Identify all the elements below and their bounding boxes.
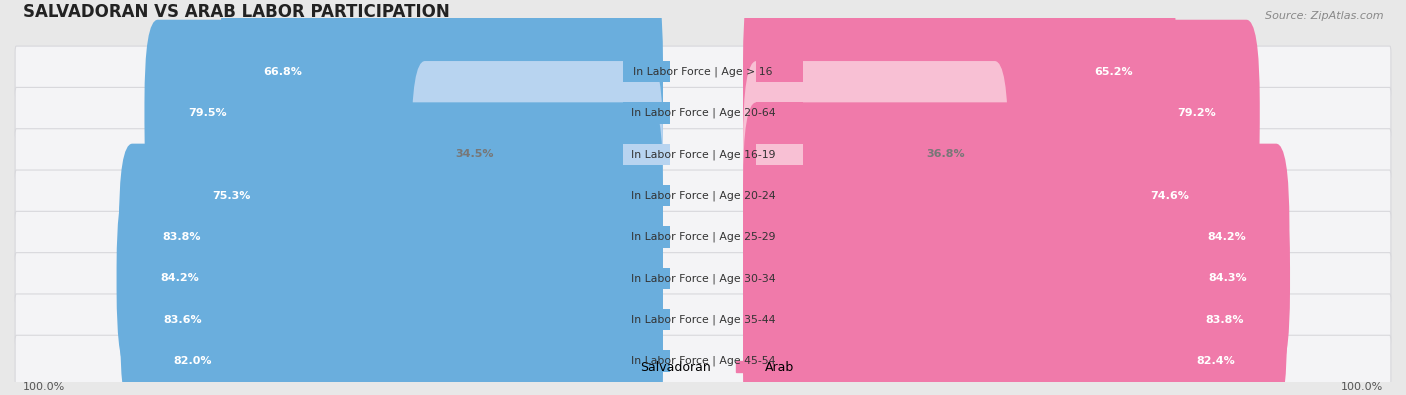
FancyBboxPatch shape bbox=[117, 185, 664, 372]
FancyBboxPatch shape bbox=[15, 129, 1391, 180]
Text: 83.8%: 83.8% bbox=[1205, 314, 1244, 325]
FancyBboxPatch shape bbox=[623, 185, 669, 206]
FancyBboxPatch shape bbox=[756, 102, 803, 124]
Text: 82.4%: 82.4% bbox=[1197, 356, 1236, 366]
FancyBboxPatch shape bbox=[120, 144, 664, 330]
FancyBboxPatch shape bbox=[756, 144, 803, 165]
FancyBboxPatch shape bbox=[756, 185, 803, 206]
FancyBboxPatch shape bbox=[742, 267, 1278, 395]
FancyBboxPatch shape bbox=[15, 294, 1391, 345]
Text: 74.6%: 74.6% bbox=[1150, 191, 1189, 201]
Text: In Labor Force | Age > 16: In Labor Force | Age > 16 bbox=[633, 66, 773, 77]
FancyBboxPatch shape bbox=[15, 211, 1391, 263]
FancyBboxPatch shape bbox=[15, 335, 1391, 386]
FancyBboxPatch shape bbox=[15, 253, 1391, 304]
FancyBboxPatch shape bbox=[623, 102, 669, 124]
Text: 66.8%: 66.8% bbox=[263, 67, 302, 77]
Text: 34.5%: 34.5% bbox=[456, 149, 494, 159]
FancyBboxPatch shape bbox=[742, 61, 1008, 248]
Text: 84.2%: 84.2% bbox=[1208, 232, 1246, 242]
Text: In Labor Force | Age 16-19: In Labor Force | Age 16-19 bbox=[631, 149, 775, 160]
FancyBboxPatch shape bbox=[623, 267, 669, 289]
Text: 79.2%: 79.2% bbox=[1178, 108, 1216, 118]
FancyBboxPatch shape bbox=[623, 350, 669, 372]
FancyBboxPatch shape bbox=[742, 20, 1260, 206]
Text: In Labor Force | Age 30-34: In Labor Force | Age 30-34 bbox=[631, 273, 775, 284]
Text: 84.2%: 84.2% bbox=[160, 273, 198, 283]
Text: In Labor Force | Age 25-29: In Labor Force | Age 25-29 bbox=[631, 232, 775, 242]
FancyBboxPatch shape bbox=[120, 226, 664, 395]
FancyBboxPatch shape bbox=[742, 226, 1286, 395]
Text: 82.0%: 82.0% bbox=[173, 356, 211, 366]
FancyBboxPatch shape bbox=[145, 20, 664, 206]
Text: 83.6%: 83.6% bbox=[163, 314, 202, 325]
Text: Source: ZipAtlas.com: Source: ZipAtlas.com bbox=[1264, 11, 1384, 21]
FancyBboxPatch shape bbox=[756, 309, 803, 330]
FancyBboxPatch shape bbox=[742, 144, 1289, 330]
FancyBboxPatch shape bbox=[742, 0, 1177, 165]
FancyBboxPatch shape bbox=[15, 170, 1391, 221]
Text: 36.8%: 36.8% bbox=[927, 149, 965, 159]
Text: In Labor Force | Age 45-54: In Labor Force | Age 45-54 bbox=[631, 356, 775, 366]
FancyBboxPatch shape bbox=[169, 102, 664, 289]
Text: 75.3%: 75.3% bbox=[212, 191, 252, 201]
FancyBboxPatch shape bbox=[742, 185, 1291, 372]
FancyBboxPatch shape bbox=[756, 61, 803, 83]
Text: In Labor Force | Age 20-64: In Labor Force | Age 20-64 bbox=[631, 108, 775, 118]
Legend: Salvadoran, Arab: Salvadoran, Arab bbox=[607, 356, 799, 379]
Text: 100.0%: 100.0% bbox=[22, 382, 65, 392]
FancyBboxPatch shape bbox=[756, 350, 803, 372]
Text: In Labor Force | Age 35-44: In Labor Force | Age 35-44 bbox=[631, 314, 775, 325]
Text: SALVADORAN VS ARAB LABOR PARTICIPATION: SALVADORAN VS ARAB LABOR PARTICIPATION bbox=[22, 3, 450, 21]
Text: 100.0%: 100.0% bbox=[1341, 382, 1384, 392]
FancyBboxPatch shape bbox=[15, 87, 1391, 139]
FancyBboxPatch shape bbox=[15, 46, 1391, 97]
FancyBboxPatch shape bbox=[623, 226, 669, 248]
FancyBboxPatch shape bbox=[219, 0, 664, 165]
Text: 83.8%: 83.8% bbox=[162, 232, 201, 242]
FancyBboxPatch shape bbox=[412, 61, 664, 248]
Text: In Labor Force | Age 20-24: In Labor Force | Age 20-24 bbox=[631, 190, 775, 201]
FancyBboxPatch shape bbox=[756, 267, 803, 289]
FancyBboxPatch shape bbox=[623, 309, 669, 330]
FancyBboxPatch shape bbox=[623, 61, 669, 83]
Text: 65.2%: 65.2% bbox=[1095, 67, 1133, 77]
FancyBboxPatch shape bbox=[623, 144, 669, 165]
Text: 84.3%: 84.3% bbox=[1208, 273, 1247, 283]
FancyBboxPatch shape bbox=[742, 102, 1233, 289]
FancyBboxPatch shape bbox=[129, 267, 664, 395]
Text: 79.5%: 79.5% bbox=[188, 108, 226, 118]
FancyBboxPatch shape bbox=[756, 226, 803, 248]
